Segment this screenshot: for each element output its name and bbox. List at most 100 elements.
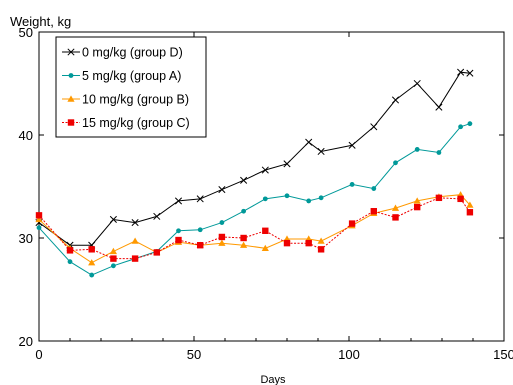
data-point bbox=[66, 247, 74, 254]
data-point bbox=[131, 255, 139, 262]
data-point bbox=[35, 212, 43, 219]
data-point bbox=[240, 234, 247, 242]
data-point bbox=[241, 208, 247, 214]
data-point bbox=[261, 166, 269, 174]
series-line bbox=[38, 197, 471, 260]
data-point bbox=[435, 194, 443, 202]
data-point bbox=[413, 197, 421, 204]
legend-label: 15 mg/kg (group C) bbox=[82, 116, 190, 130]
data-point bbox=[109, 247, 117, 255]
data-point bbox=[111, 263, 116, 269]
data-point bbox=[153, 249, 160, 256]
x-tick-label: 100 bbox=[338, 347, 360, 362]
data-point bbox=[175, 236, 182, 244]
data-point bbox=[218, 186, 226, 194]
data-point bbox=[36, 225, 42, 231]
legend-marker bbox=[68, 73, 74, 78]
data-point bbox=[317, 147, 325, 156]
data-point bbox=[457, 195, 464, 203]
data-point bbox=[176, 228, 181, 234]
data-point bbox=[283, 160, 291, 168]
data-point bbox=[284, 193, 290, 199]
y-tick-label: 50 bbox=[19, 25, 33, 40]
data-point bbox=[109, 215, 117, 224]
data-point bbox=[413, 79, 421, 88]
data-point bbox=[196, 195, 204, 203]
data-point bbox=[371, 186, 377, 191]
series-line bbox=[38, 123, 471, 276]
data-point bbox=[305, 138, 313, 146]
series-layer bbox=[35, 68, 474, 278]
data-point bbox=[436, 150, 442, 155]
data-point bbox=[283, 239, 291, 247]
data-point bbox=[197, 227, 203, 233]
data-point bbox=[458, 124, 463, 130]
data-point bbox=[457, 68, 465, 76]
data-point bbox=[153, 212, 161, 220]
data-point bbox=[391, 204, 400, 211]
series-3 bbox=[35, 194, 474, 262]
data-point bbox=[370, 208, 377, 215]
legend-marker bbox=[67, 48, 75, 56]
data-point bbox=[261, 244, 269, 251]
data-point bbox=[349, 182, 355, 187]
data-point bbox=[306, 198, 312, 204]
legend-label: 0 mg/kg (group D) bbox=[82, 46, 183, 60]
legend-label: 10 mg/kg (group B) bbox=[82, 93, 189, 107]
legend-label: 5 mg/kg (group A) bbox=[82, 69, 181, 83]
data-point bbox=[197, 242, 204, 249]
legend-marker bbox=[67, 119, 75, 126]
series-1 bbox=[36, 121, 473, 278]
data-point bbox=[466, 69, 474, 77]
plot-border bbox=[38, 31, 505, 342]
data-point bbox=[174, 197, 183, 205]
data-point bbox=[348, 220, 356, 227]
tick-labels: 0 50 100 150 20 30 40 50 bbox=[19, 25, 513, 362]
data-point bbox=[348, 141, 356, 149]
data-point bbox=[67, 259, 73, 265]
x-axis-label: Days bbox=[260, 374, 286, 385]
data-point bbox=[466, 201, 474, 208]
data-point bbox=[88, 246, 95, 253]
data-point bbox=[89, 272, 95, 278]
legend-box bbox=[55, 36, 207, 138]
y-tick-label: 30 bbox=[19, 231, 33, 246]
data-point bbox=[414, 203, 421, 211]
y-tick-label: 20 bbox=[19, 334, 33, 349]
data-point bbox=[414, 147, 420, 152]
data-point bbox=[391, 96, 400, 104]
data-point bbox=[262, 196, 268, 202]
y-tick-label: 40 bbox=[19, 128, 33, 143]
data-point bbox=[466, 209, 474, 216]
data-point bbox=[435, 103, 443, 111]
data-point bbox=[131, 218, 139, 227]
x-tick-label: 50 bbox=[187, 347, 201, 362]
data-point bbox=[88, 259, 96, 266]
data-point bbox=[110, 255, 117, 262]
data-point bbox=[393, 160, 398, 166]
series-2 bbox=[35, 191, 474, 266]
legend-marker bbox=[67, 95, 75, 102]
y-axis-label: Weight, kg bbox=[10, 14, 71, 29]
data-point bbox=[35, 215, 43, 223]
data-point bbox=[219, 220, 225, 225]
data-point bbox=[317, 237, 325, 244]
data-point bbox=[218, 233, 226, 241]
x-tick-label: 150 bbox=[493, 347, 513, 362]
plot-frame bbox=[38, 31, 505, 342]
data-point bbox=[317, 246, 325, 253]
data-point bbox=[131, 237, 139, 244]
data-point bbox=[218, 239, 226, 246]
data-point bbox=[392, 214, 399, 221]
data-point bbox=[262, 227, 269, 234]
axis-ticks bbox=[38, 31, 505, 342]
x-tick-label: 0 bbox=[35, 347, 42, 362]
data-point bbox=[240, 241, 248, 248]
data-point bbox=[370, 123, 378, 131]
data-point bbox=[305, 239, 312, 247]
data-point bbox=[240, 176, 248, 184]
data-point bbox=[467, 121, 473, 127]
data-point bbox=[318, 195, 324, 201]
legend: 0 mg/kg (group D) 5 mg/kg (group A) 10 mg/… bbox=[55, 36, 207, 138]
